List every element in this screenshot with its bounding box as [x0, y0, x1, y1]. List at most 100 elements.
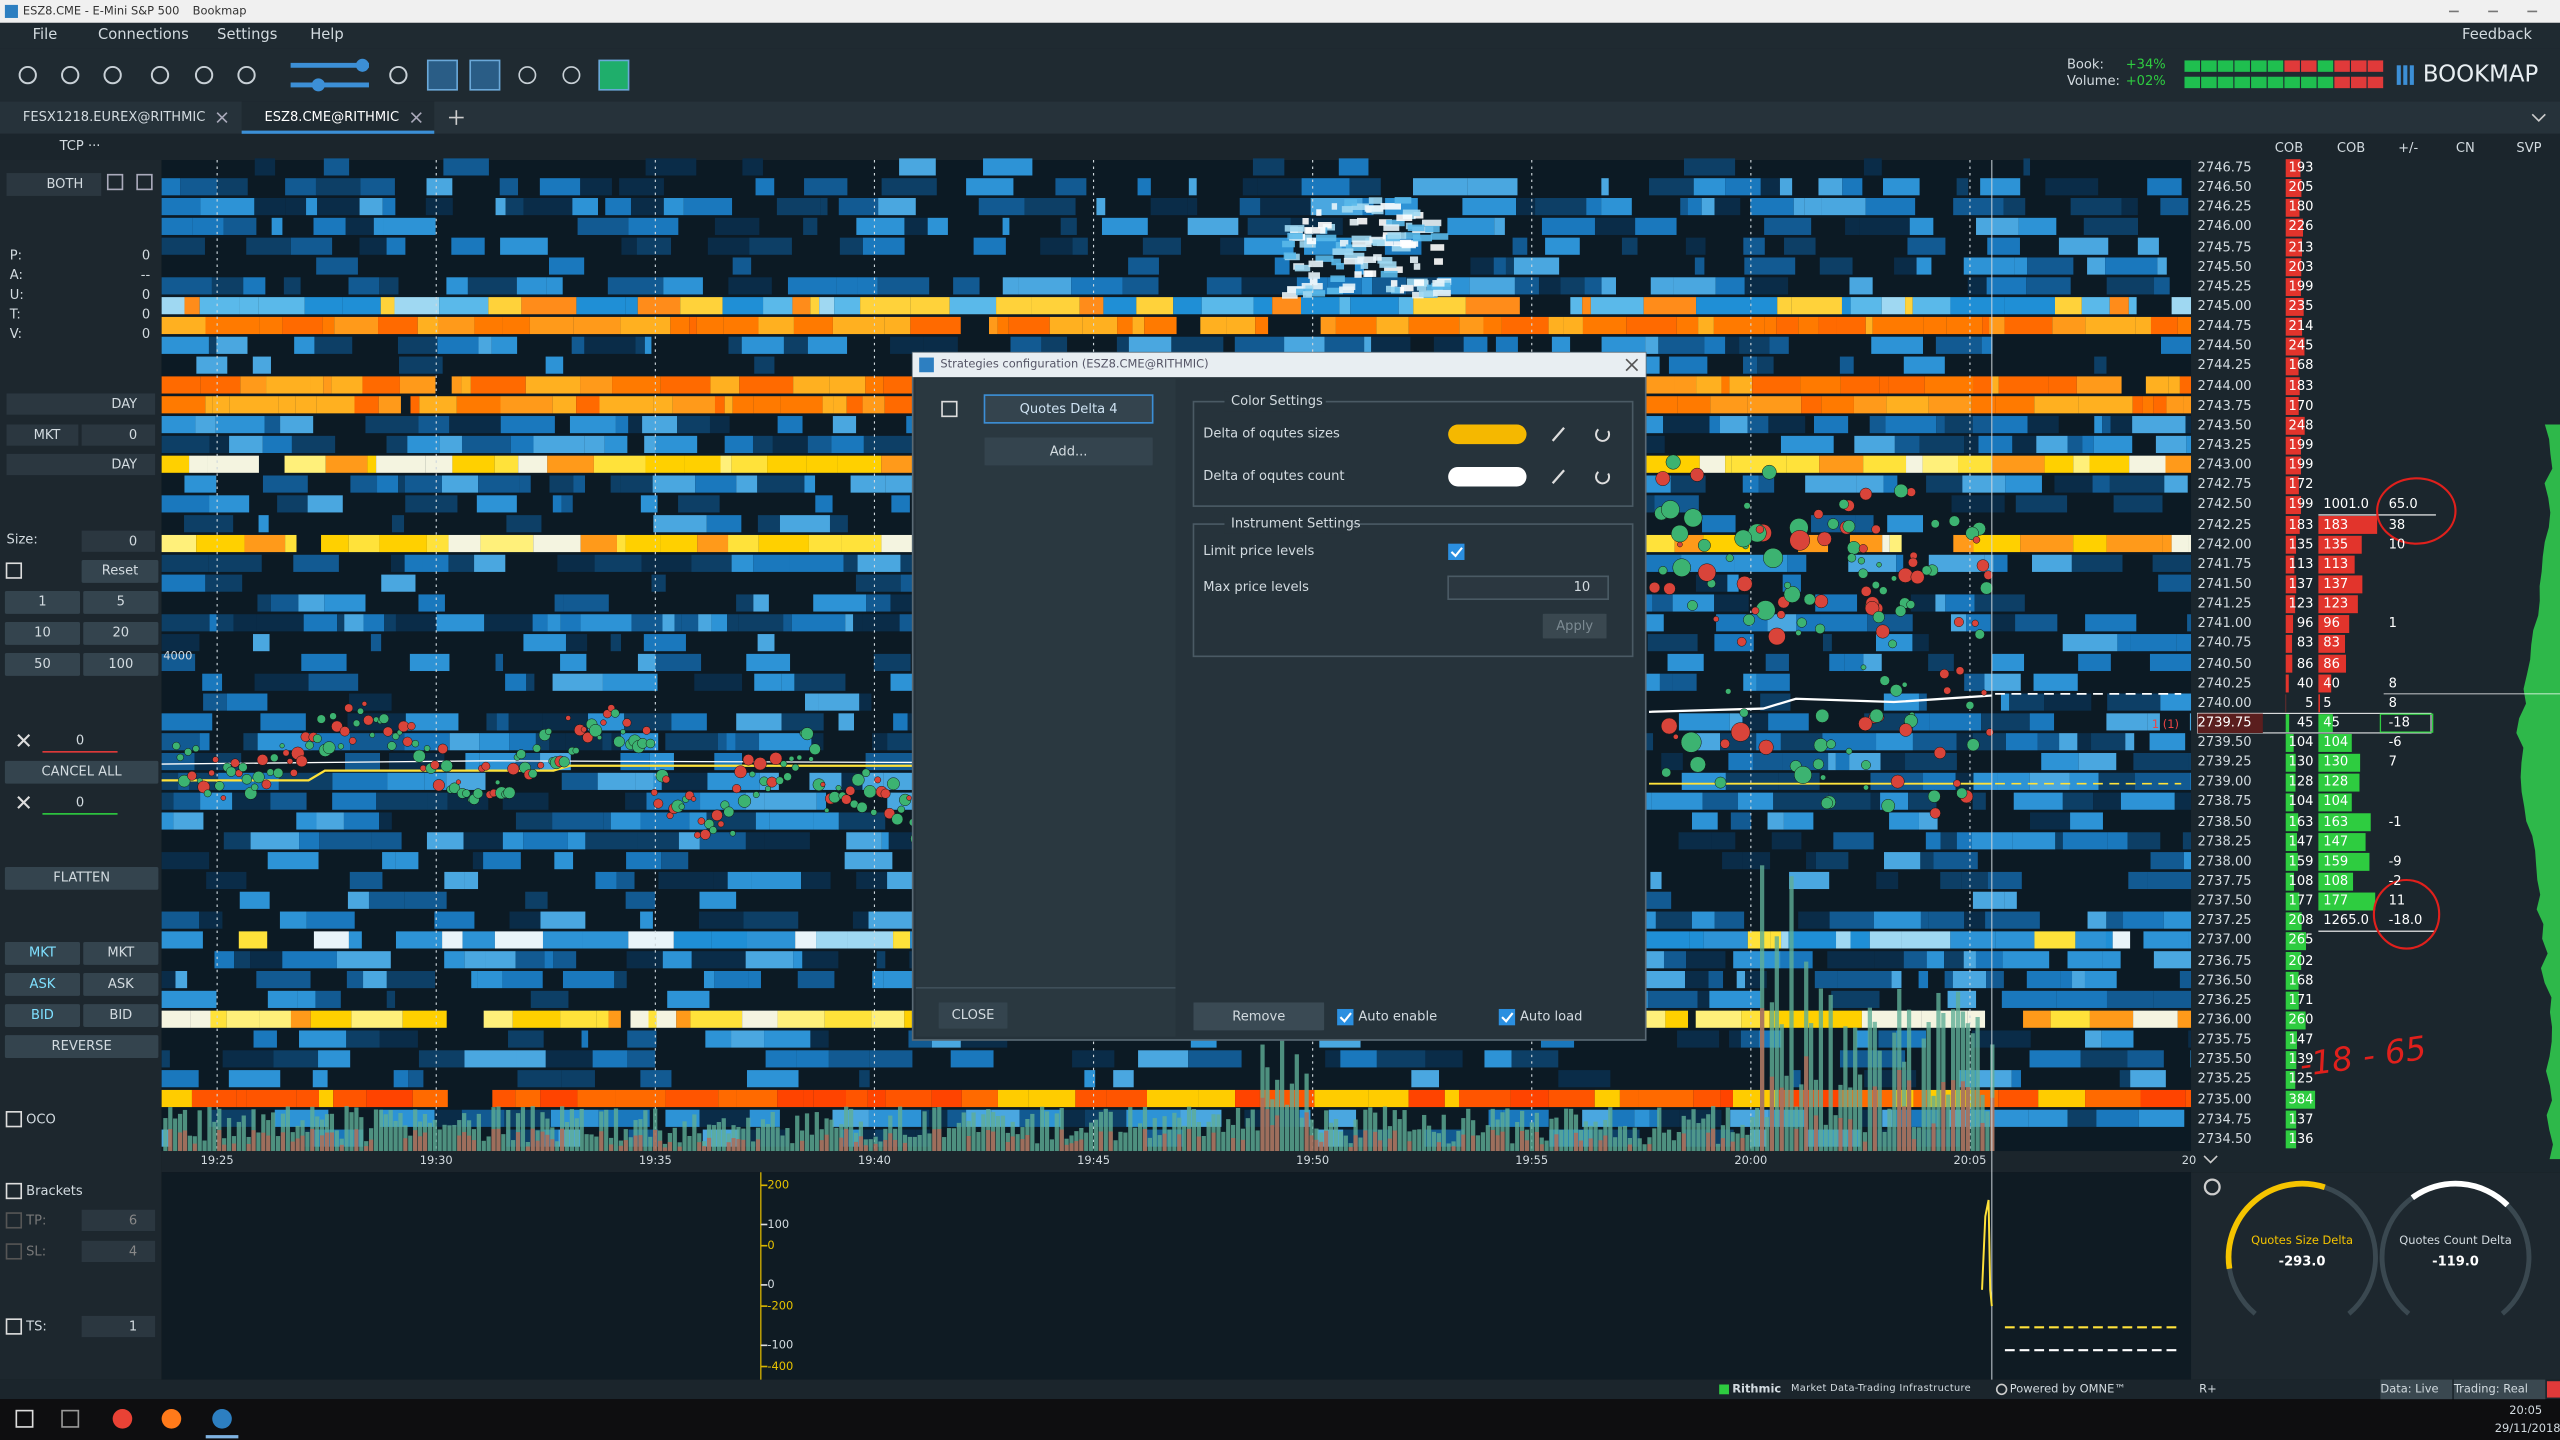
heatmap-cell [1516, 198, 1536, 216]
volume-bar [1177, 1134, 1182, 1152]
cob-value: 104 [2288, 794, 2314, 809]
order-button[interactable]: ASK [83, 973, 159, 996]
price-level: 2746.50 [2197, 179, 2252, 195]
heatmap-cell [745, 832, 765, 850]
order-button[interactable]: MKT [83, 942, 159, 965]
heatmap-cell [1856, 1030, 1869, 1048]
heatmap-cell [1407, 224, 1425, 232]
heatmap-cell [161, 1070, 199, 1088]
volume-bar [530, 1106, 535, 1152]
heatmap-cell [243, 733, 258, 751]
tab[interactable]: FESX1218.EUREX@RITHMIC [22, 109, 206, 125]
quick-size-button[interactable]: 100 [83, 653, 159, 676]
menu-item[interactable]: Help [310, 27, 344, 45]
quick-size-button[interactable]: 10 [4, 622, 81, 645]
heatmap-cell [763, 297, 793, 315]
cob-value: 83 [2296, 635, 2314, 651]
trade-bubble [729, 830, 736, 837]
heatmap-cell [1982, 316, 1990, 335]
trade-bubble [316, 714, 326, 724]
reverse-button[interactable]: REVERSE [4, 1035, 159, 1058]
menu-item[interactable]: Connections [97, 27, 189, 45]
heatmap-cell [1302, 291, 1312, 298]
volume-bar [981, 1114, 986, 1152]
cob-book-bar [2318, 515, 2378, 534]
volume-bar [388, 1110, 393, 1152]
order-button[interactable]: BID [4, 1004, 81, 1027]
heatmap-cell [1372, 239, 1385, 247]
volume-bar [1147, 1137, 1152, 1152]
heatmap-cell [1681, 772, 1726, 790]
order-button[interactable]: ASK [4, 973, 81, 996]
flatten-button[interactable]: FLATTEN [4, 866, 159, 890]
heatmap-cell [1821, 396, 1854, 414]
heatmap-cell [2092, 475, 2110, 493]
cob-bar [2285, 555, 2295, 574]
heatmap-cell [726, 733, 736, 751]
heatmap-cell [2014, 257, 2028, 275]
menu-item[interactable]: Settings [217, 27, 278, 45]
price-level: 2746.75 [2197, 160, 2252, 175]
cancel-all-button[interactable]: CANCEL ALL [4, 760, 159, 784]
heatmap-cell [310, 1010, 352, 1028]
heatmap-cell [1676, 316, 1699, 335]
cob-bar [2285, 1130, 2297, 1149]
volume-bar [682, 1121, 687, 1152]
add-button[interactable]: Add... [984, 437, 1153, 466]
trade-bubble [1966, 738, 1980, 752]
remove-button[interactable]: Remove [1193, 1002, 1325, 1031]
heatmap-cell [1239, 198, 1261, 216]
heatmap-cell [625, 792, 647, 810]
trade-bubble [1763, 547, 1784, 568]
volume-bar [300, 1120, 305, 1152]
reset-button[interactable]: Reset [81, 560, 159, 583]
quick-size-button[interactable]: 5 [83, 591, 159, 614]
heatmap-cell [1674, 376, 1697, 394]
heatmap-cell [1836, 316, 1866, 335]
heatmap-cell [2149, 733, 2186, 751]
volume-bar [951, 1128, 957, 1152]
heatmap-cell [697, 534, 729, 553]
volume-bar [1035, 1143, 1040, 1152]
book-bar [2251, 60, 2267, 72]
order-button[interactable]: BID [83, 1004, 159, 1027]
heatmap-cell [569, 416, 616, 434]
heatmap-cell [1935, 336, 1982, 354]
heatmap-cell [1953, 534, 1974, 553]
heatmap-cell [1548, 1089, 1595, 1108]
price-level: 2740.50 [2197, 655, 2252, 671]
heatmap-cell [260, 713, 306, 731]
order-button[interactable]: MKT [4, 942, 81, 965]
volume-bar [1088, 1122, 1094, 1152]
heatmap-cell [285, 178, 316, 196]
heatmap-cell [1822, 634, 1832, 652]
menu-item[interactable]: File [32, 27, 58, 45]
heatmap-cell [1923, 772, 1956, 790]
apply-button[interactable]: Apply [1542, 613, 1607, 639]
volume-bar [442, 1124, 447, 1152]
heatmap-cell [663, 198, 684, 216]
heatmap-cell [1590, 297, 1644, 315]
close-button[interactable]: CLOSE [938, 1002, 1008, 1029]
tab[interactable]: ESZ8.CME@RITHMIC [264, 109, 400, 125]
heatmap-cell [1704, 336, 1726, 354]
price-level: 2735.00 [2197, 1091, 2252, 1107]
heatmap-cell [1947, 990, 1977, 1008]
trade-bubble [1980, 581, 1994, 595]
volume-bar [971, 1112, 976, 1152]
trade-bubble [1876, 562, 1882, 568]
cob-value: 40 [2296, 675, 2314, 690]
heatmap-cell [161, 614, 210, 632]
heatmap-cell [1335, 242, 1342, 249]
heatmap-cell [1649, 178, 1694, 196]
heatmap-cell [1990, 614, 2016, 632]
book-bar [2267, 60, 2284, 72]
quick-size-button[interactable]: 50 [4, 653, 81, 676]
quick-size-button[interactable]: 20 [83, 622, 159, 645]
cob-bar [2285, 575, 2297, 594]
heatmap-cell [804, 178, 848, 196]
quick-size-button[interactable]: 1 [4, 591, 81, 614]
heatmap-cell [161, 336, 209, 354]
heatmap-cell [619, 178, 664, 196]
group-box [1192, 523, 1634, 658]
